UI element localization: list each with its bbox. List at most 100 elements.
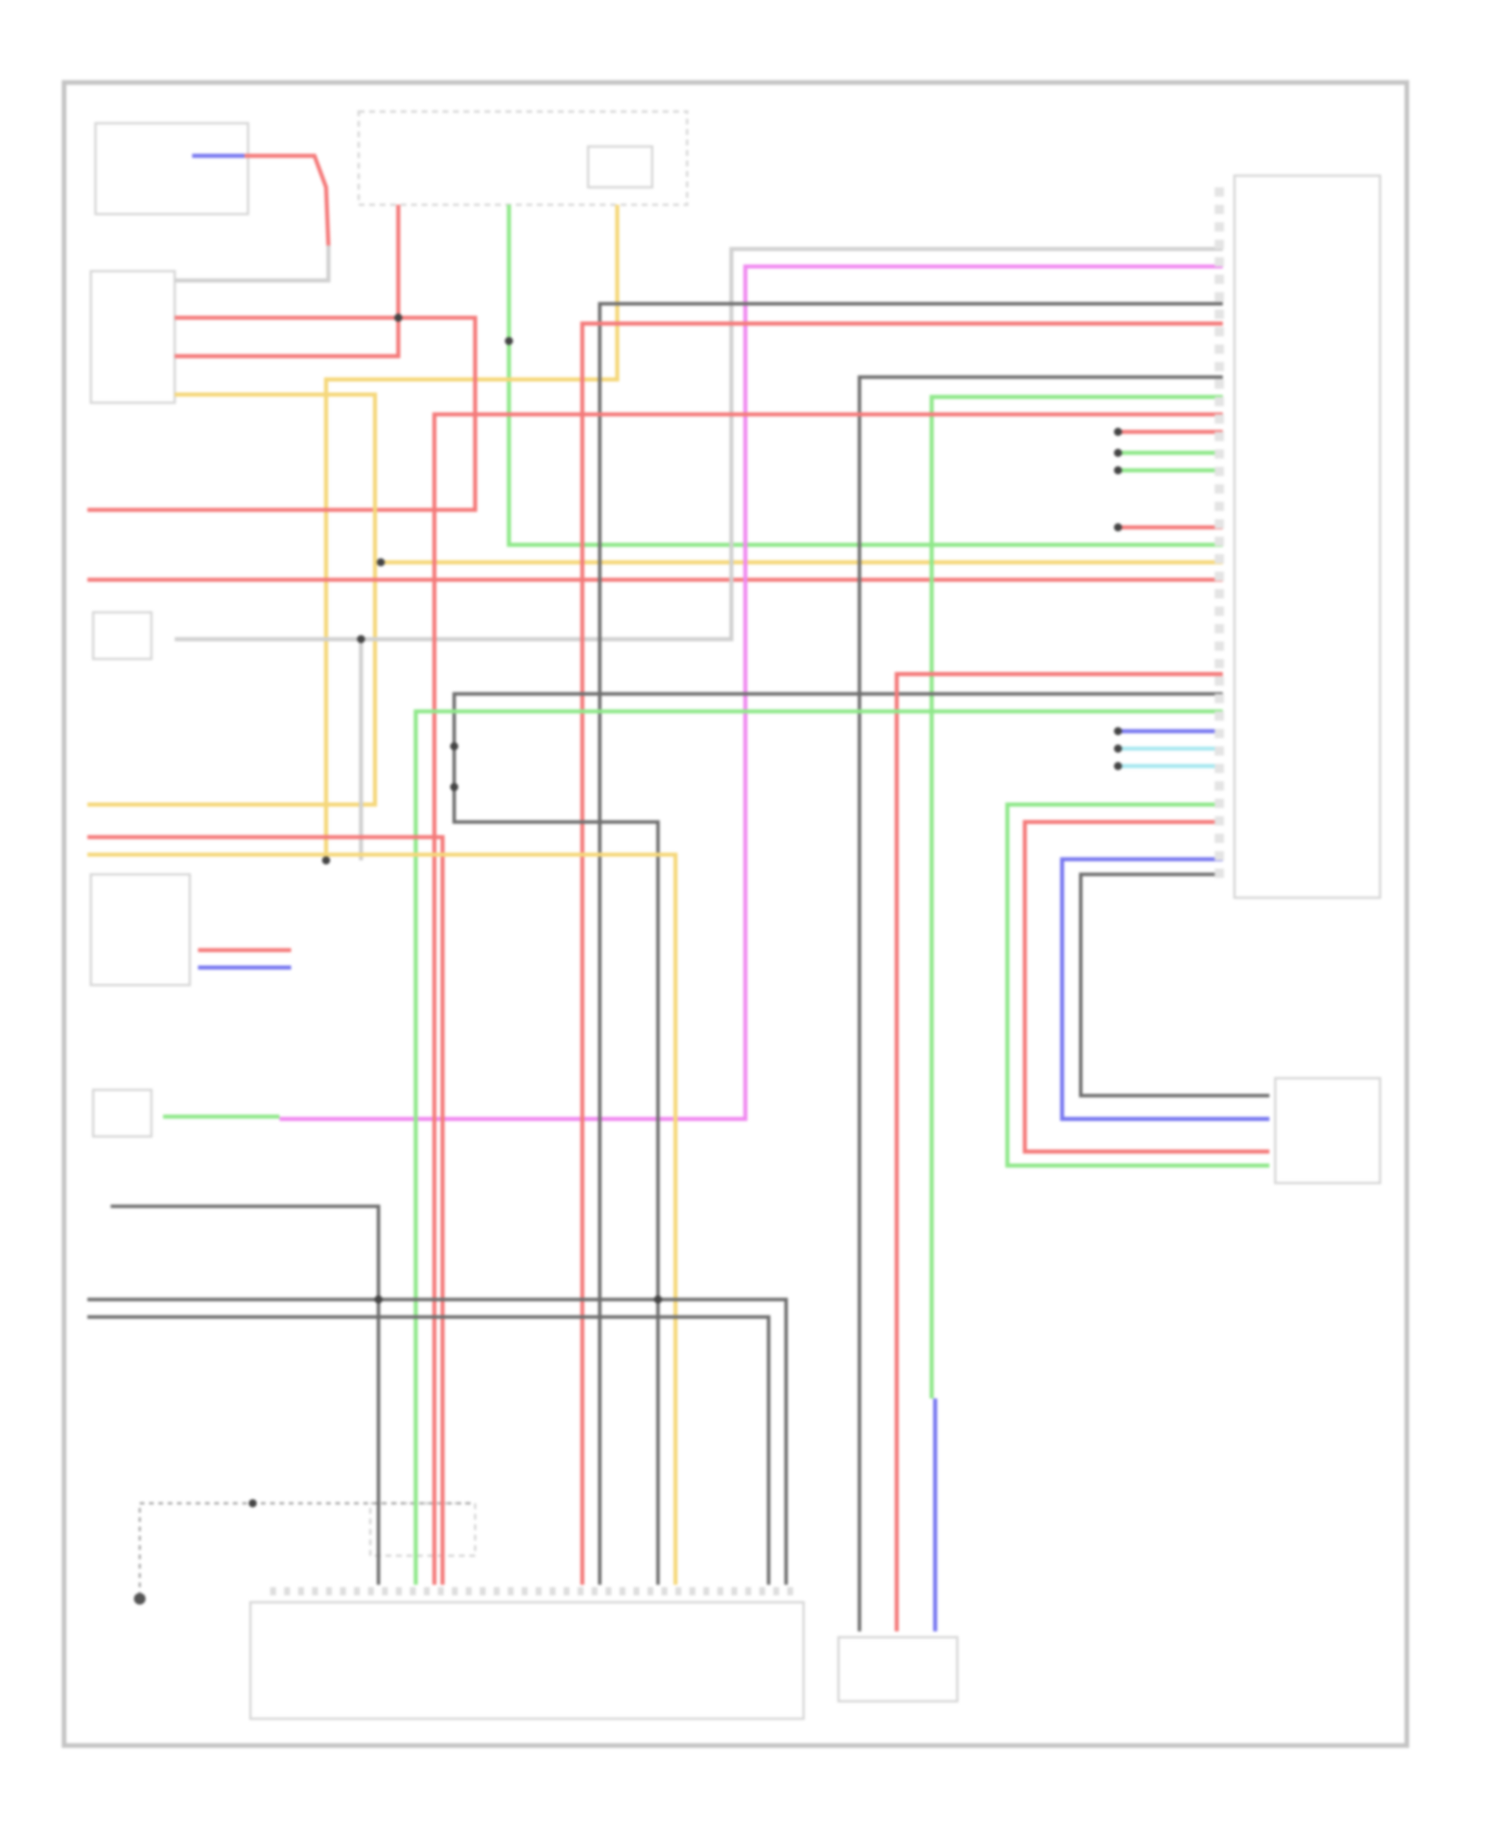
splice-point-icon xyxy=(653,1295,663,1304)
connector-pin xyxy=(563,1587,570,1596)
connector-pin xyxy=(1214,641,1224,651)
diagram-frame xyxy=(61,80,1410,1748)
relay-box xyxy=(586,145,654,189)
connector-pin xyxy=(731,1587,738,1596)
connector-box-bottom-right xyxy=(837,1636,959,1703)
wire-dark-gray xyxy=(1078,872,1270,1098)
wire-red xyxy=(244,153,331,246)
connector-pin xyxy=(1214,361,1224,372)
switch-box xyxy=(89,269,176,404)
wire-green xyxy=(506,204,1223,547)
wire-yellow xyxy=(87,852,678,1585)
connector-pin xyxy=(1214,484,1224,494)
connector-pin xyxy=(577,1587,584,1596)
control-unit-box-bottom xyxy=(249,1601,805,1720)
connector-pin xyxy=(1214,728,1224,739)
connector-pin xyxy=(1214,204,1224,215)
wire-green xyxy=(929,394,1223,1399)
wire-red xyxy=(87,315,478,512)
ground-wire xyxy=(138,1502,472,1597)
connector-pin xyxy=(1214,868,1224,878)
splice-point-icon xyxy=(248,1499,257,1508)
connector-pin xyxy=(298,1587,304,1596)
connector-pin xyxy=(1214,449,1224,459)
connector-pin xyxy=(479,1587,486,1596)
connector-pin xyxy=(1214,274,1224,284)
connector-pin xyxy=(535,1587,542,1596)
connector-pin xyxy=(451,1587,458,1596)
wire-red xyxy=(432,412,1223,1585)
wire-light-gray xyxy=(174,245,331,283)
connector-pin xyxy=(1214,466,1224,477)
ground-terminal-icon xyxy=(133,1592,146,1605)
wire-green xyxy=(1005,802,1270,1168)
module-box-top-left xyxy=(94,122,250,216)
connector-pin xyxy=(1214,187,1224,197)
connector-pin xyxy=(1214,746,1224,756)
connector-pin xyxy=(1214,292,1224,302)
connector-pin xyxy=(549,1587,556,1596)
connector-pin xyxy=(689,1587,696,1596)
splice-point-icon xyxy=(1113,762,1123,771)
splice-point-icon xyxy=(374,1295,383,1304)
connector-pin xyxy=(633,1587,640,1596)
connector-pin xyxy=(661,1587,668,1596)
connector-pin xyxy=(1214,309,1224,319)
connector-pin xyxy=(1214,257,1224,267)
wires xyxy=(87,153,1270,1632)
splice-point-icon xyxy=(1113,727,1123,736)
connector-pin xyxy=(354,1587,360,1596)
connector-pin xyxy=(284,1587,290,1596)
wire-dark-gray xyxy=(87,1315,771,1585)
connector-pin xyxy=(1214,833,1224,843)
connector-pin xyxy=(717,1587,724,1596)
connector-pin xyxy=(1214,239,1224,250)
connector-pin xyxy=(1214,851,1224,861)
connector-pin xyxy=(395,1587,402,1596)
connector-pin xyxy=(1214,431,1224,442)
connector-pin xyxy=(759,1587,766,1596)
connector-pin xyxy=(703,1587,710,1596)
wire-red xyxy=(580,321,1223,1585)
switch-box-lower xyxy=(92,1088,153,1138)
connector-pin xyxy=(1214,711,1224,721)
connector-pin xyxy=(619,1587,626,1596)
wire-red xyxy=(87,835,445,1585)
connector-pin xyxy=(1214,554,1224,564)
connector-pin xyxy=(675,1587,682,1596)
connector-pin xyxy=(326,1587,332,1596)
wire-red xyxy=(1022,819,1270,1154)
connector-pin xyxy=(1214,606,1224,616)
splice-point-icon xyxy=(504,336,514,346)
connector-pin xyxy=(409,1587,416,1596)
connector-pin xyxy=(1214,222,1224,232)
connector-pin xyxy=(773,1587,780,1596)
connector-pins xyxy=(248,187,1224,1596)
connector-pin xyxy=(1214,589,1224,599)
connector-pin xyxy=(1214,624,1224,634)
ground-connector-box xyxy=(369,1502,477,1557)
splice-point-icon xyxy=(394,313,403,322)
connector-pin xyxy=(465,1587,472,1596)
splice-point-icon xyxy=(1113,427,1123,436)
wire-yellow xyxy=(87,392,378,807)
wire-dark-gray xyxy=(87,1297,788,1585)
data-link-connector-box xyxy=(1274,1077,1382,1185)
connector-pin xyxy=(368,1587,374,1596)
splice-point-icon xyxy=(450,782,459,792)
splice-point-icon xyxy=(450,742,459,751)
fuse-block-box xyxy=(357,110,689,206)
connector-pin xyxy=(787,1587,794,1596)
splice-point-icon xyxy=(356,635,366,644)
connector-pin xyxy=(1214,536,1224,546)
components xyxy=(61,80,1410,1748)
connector-pin xyxy=(1214,676,1224,686)
connector-pin xyxy=(647,1587,654,1596)
connector-pin xyxy=(605,1587,612,1596)
connector-pin xyxy=(1214,571,1224,581)
wire-dark-gray xyxy=(110,1204,381,1585)
connector-pin xyxy=(745,1587,752,1596)
sensor-box xyxy=(89,873,191,987)
wire-dark-gray xyxy=(857,375,1223,1632)
